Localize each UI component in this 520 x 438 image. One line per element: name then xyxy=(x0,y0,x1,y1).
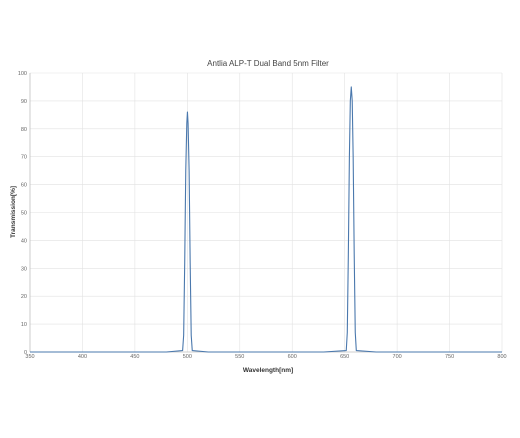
y-tick-label: 60 xyxy=(21,183,27,189)
x-tick-label: 450 xyxy=(130,354,139,360)
x-tick-label: 750 xyxy=(445,354,454,360)
y-tick-label: 20 xyxy=(21,294,27,300)
tick-labels: 350 400 450 500 550 600 650 700 750 800 0 10 20 30 40 5… xyxy=(18,71,507,360)
y-tick-label: 50 xyxy=(21,211,27,217)
x-tick-label: 600 xyxy=(288,354,297,360)
y-tick-label: 30 xyxy=(21,266,27,272)
x-tick-label: 700 xyxy=(393,354,402,360)
x-tick-label: 400 xyxy=(78,354,87,360)
y-tick-label: 100 xyxy=(18,71,27,77)
x-tick-label: 550 xyxy=(235,354,244,360)
grid xyxy=(30,72,503,352)
y-tick-label: 90 xyxy=(21,99,27,105)
y-tick-label: 10 xyxy=(21,322,27,328)
series-line xyxy=(30,86,502,353)
y-tick-label: 70 xyxy=(21,155,27,161)
y-tick-label: 0 xyxy=(24,350,27,356)
y-tick-label: 40 xyxy=(21,238,27,244)
x-tick-label: 800 xyxy=(497,354,506,360)
chart-title: Antlia ALP-T Dual Band 5nm Filter xyxy=(207,59,329,68)
series-layer xyxy=(30,86,502,353)
y-tick-label: 80 xyxy=(21,127,27,133)
x-tick-label: 500 xyxy=(183,354,192,360)
y-axis-title: Transmission[%] xyxy=(10,186,17,238)
x-axis-title: Wavelength[nm] xyxy=(243,367,293,374)
x-tick-label: 350 xyxy=(25,354,34,360)
x-tick-label: 650 xyxy=(340,354,349,360)
